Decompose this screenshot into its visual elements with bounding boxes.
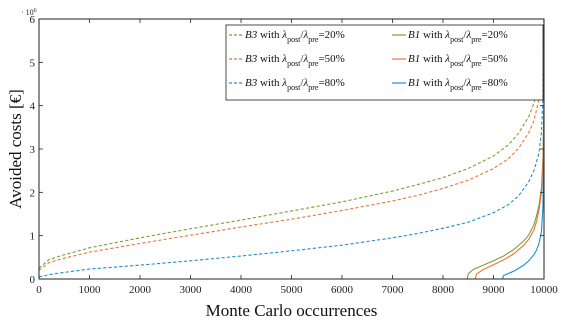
legend: B3 with λpost/λpre=20% B1 with λpost/λpre… (225, 24, 544, 101)
y-multiplier-exponent: 6 (34, 8, 37, 14)
series-line-b3-20pct (39, 19, 544, 269)
x-tick-label: 10000 (530, 284, 558, 296)
y-tick-label: 3 (30, 144, 36, 156)
legend-entry: B3 with λpost/λpre=50% (245, 53, 345, 68)
x-tick-label: 1000 (79, 284, 102, 296)
legend-entry: B1 with λpost/λpre=20% (408, 29, 508, 44)
x-axis-label: Monte Carlo occurrences (206, 301, 378, 320)
legend-entry: B3 with λpost/λpre=80% (245, 77, 345, 92)
y-multiplier-base: · 10 (21, 8, 34, 17)
legend-entry: B1 with λpost/λpre=50% (408, 53, 508, 68)
x-tick-label: 7000 (382, 284, 405, 296)
x-tick-label: 4000 (230, 284, 253, 296)
y-tick-label: 4 (30, 101, 36, 113)
series-line-b1-20pct (466, 96, 544, 279)
x-tick-label: 9000 (483, 284, 506, 296)
series-line-b1-80pct (502, 109, 544, 279)
series-line-b3-50pct (39, 19, 544, 271)
y-tick-label: 0 (30, 274, 36, 286)
x-tick-label: 2000 (129, 284, 152, 296)
legend-box (225, 24, 544, 101)
y-tick-label: 1 (30, 231, 36, 243)
x-tick-label: 6000 (331, 284, 354, 296)
legend-entry: B1 with λpost/λpre=80% (408, 77, 508, 92)
plot-layer (39, 19, 544, 279)
y-axis-multiplier: · 106 (21, 8, 37, 17)
series-line-b1-50pct (474, 101, 544, 279)
y-tick-label: 6 (30, 14, 36, 26)
x-tick-label: 8000 (432, 284, 455, 296)
legend-entry: B3 with λpost/λpre=20% (245, 29, 345, 44)
y-axis-label: Avoided costs [€] (6, 89, 25, 209)
series-line-b3-80pct (39, 62, 544, 278)
axes-layer: 0 1000 2000 3000 4000 5000 6000 7000 8000 9000 100… (30, 14, 559, 296)
x-tick-label: 3000 (180, 284, 203, 296)
x-tick-label: 0 (36, 284, 42, 296)
y-tick-label: 5 (30, 57, 36, 69)
y-tick-label: 2 (30, 187, 36, 199)
x-tick-label: 5000 (281, 284, 304, 296)
